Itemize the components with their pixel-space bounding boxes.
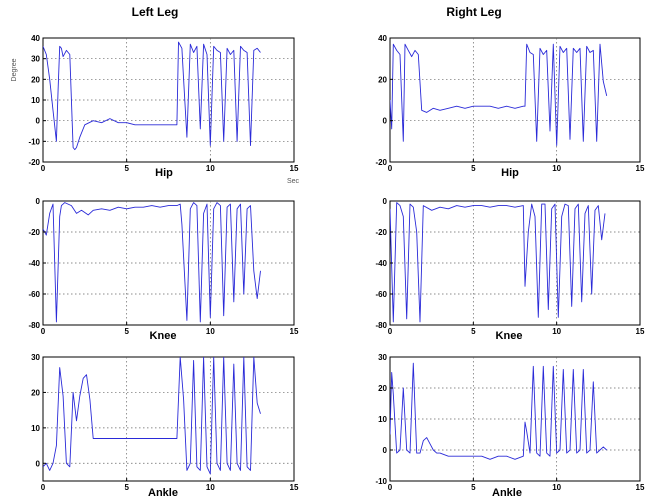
y-tick-label: 10	[31, 96, 40, 105]
x-tick-label: 0	[388, 327, 393, 336]
panel-knee-left: 0 5 10 15 0 -20 -40 -60 -80 Knee	[28, 197, 299, 342]
x-tick-label: 15	[636, 164, 645, 173]
y-tick-label: -10	[28, 137, 40, 146]
y-tick-label: 0	[36, 117, 41, 126]
x-tick-label: 5	[124, 483, 129, 492]
y-tick-label: 10	[378, 415, 387, 424]
y-tick-label: 20	[378, 384, 387, 393]
y-tick-label: 30	[378, 353, 387, 362]
x-tick-label: 15	[636, 483, 645, 492]
y-tick-label: -80	[28, 321, 40, 330]
x-unit-label: Sec	[287, 178, 300, 185]
panel-hip-left: 0 5 10 15 40 30 20 10 0 -10 -20 Hip	[28, 34, 299, 179]
y-tick-label: -80	[375, 321, 387, 330]
y-tick-label: 30	[31, 353, 40, 362]
panel-label: Hip	[501, 167, 519, 179]
plot-frame	[389, 37, 641, 163]
x-tick-label: 0	[41, 164, 46, 173]
panel-label: Hip	[155, 167, 173, 179]
y-tick-label: -40	[28, 259, 40, 268]
series-line	[43, 41, 261, 151]
x-tick-label: 5	[124, 327, 129, 336]
x-tick-label: 0	[41, 327, 46, 336]
series-line	[390, 43, 608, 146]
panel-label: Knee	[496, 330, 523, 342]
y-tick-label: 0	[36, 197, 41, 206]
y-tick-label: -40	[375, 259, 387, 268]
y-tick-label: -20	[28, 158, 40, 167]
y-tick-label: 20	[31, 75, 40, 84]
x-tick-label: 0	[41, 483, 46, 492]
y-tick-label: 20	[31, 388, 40, 397]
y-tick-label: 10	[31, 424, 40, 433]
x-tick-label: 10	[552, 327, 561, 336]
panel-knee-right: 0 5 10 15 0 -20 -40 -60 -80 Knee	[375, 197, 645, 342]
x-tick-label: 0	[388, 483, 393, 492]
y-tick-label: 40	[378, 34, 387, 43]
series-line	[390, 202, 606, 323]
x-tick-label: 5	[471, 164, 476, 173]
panel-label: Knee	[150, 330, 177, 342]
y-tick-label: 20	[378, 75, 387, 84]
panel-label: Ankle	[148, 487, 178, 499]
y-tick-label: -60	[28, 290, 40, 299]
y-tick-label: -60	[375, 290, 387, 299]
y-tick-label: 0	[383, 446, 388, 455]
y-tick-label: 40	[31, 34, 40, 43]
y-axis-label: Degree	[11, 58, 18, 81]
column-title-right: Right Leg	[446, 5, 501, 19]
series-line	[43, 202, 261, 323]
x-tick-label: 10	[552, 483, 561, 492]
series-line	[390, 362, 608, 460]
x-tick-label: 10	[206, 483, 215, 492]
y-tick-label: -20	[375, 158, 387, 167]
series-line	[43, 357, 261, 475]
column-title-left: Left Leg	[132, 5, 179, 19]
y-tick-label: -20	[375, 228, 387, 237]
x-tick-label: 15	[290, 483, 299, 492]
x-tick-label: 0	[388, 164, 393, 173]
y-tick-label: 0	[36, 459, 41, 468]
panel-label: Ankle	[492, 487, 522, 499]
x-tick-label: 5	[471, 327, 476, 336]
y-tick-label: 0	[383, 197, 388, 206]
x-tick-label: 15	[290, 327, 299, 336]
y-tick-label: -20	[28, 228, 40, 237]
y-tick-label: 0	[383, 117, 388, 126]
x-tick-label: 15	[636, 327, 645, 336]
y-tick-label: -10	[375, 477, 387, 486]
x-tick-label: 5	[124, 164, 129, 173]
x-tick-label: 5	[471, 483, 476, 492]
plot-frame	[42, 356, 295, 482]
x-tick-label: 15	[290, 164, 299, 173]
x-tick-label: 10	[552, 164, 561, 173]
x-tick-label: 10	[206, 327, 215, 336]
y-tick-label: 30	[31, 55, 40, 64]
panel-ankle-left: 0 5 10 15 30 20 10 0 Ankle	[31, 353, 299, 499]
x-tick-label: 10	[206, 164, 215, 173]
